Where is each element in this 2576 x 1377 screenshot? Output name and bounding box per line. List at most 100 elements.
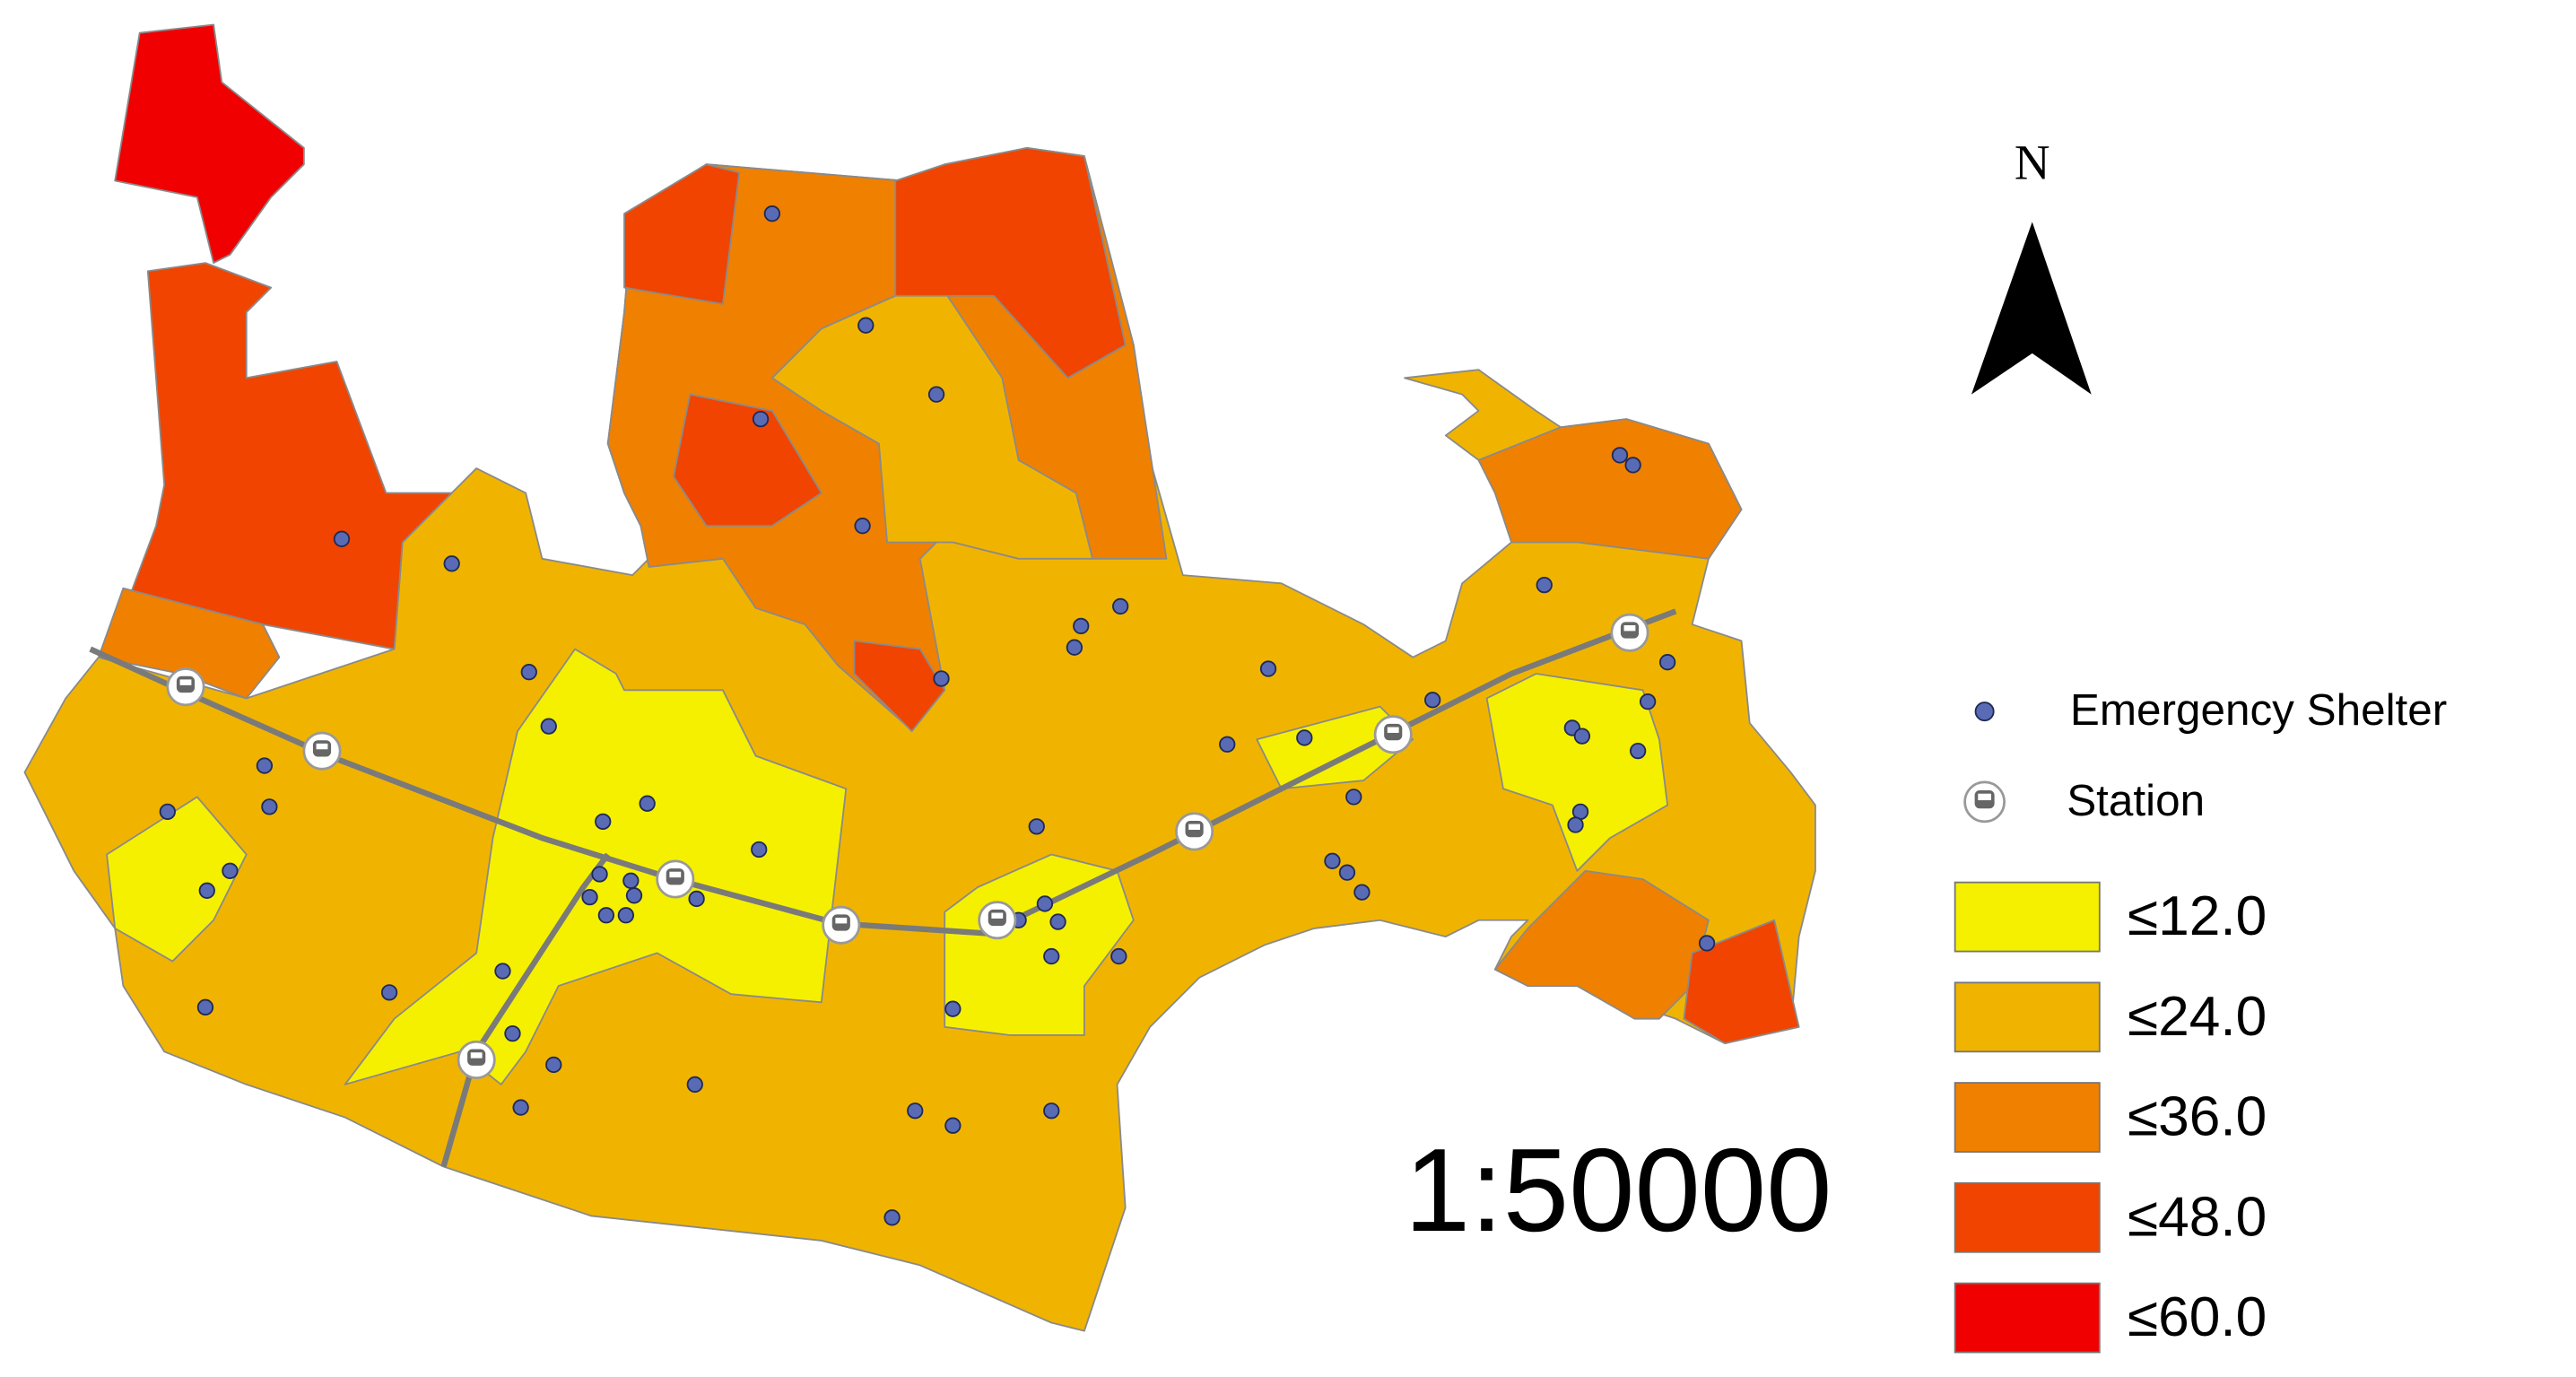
station-window [470, 1052, 483, 1059]
north-arrow [1971, 222, 2092, 395]
station-window [991, 912, 1004, 919]
district-zone [673, 393, 822, 527]
shelter-point [443, 555, 460, 572]
shelter-point [751, 841, 768, 858]
shelter-point [1036, 895, 1054, 912]
legend-swatch [1954, 881, 2101, 953]
station-point [1373, 715, 1413, 754]
shelter-point [1049, 913, 1066, 930]
station-point [656, 859, 695, 899]
station-point [978, 901, 1017, 940]
shelter-point [1611, 447, 1629, 464]
shelter-point [196, 998, 214, 1015]
shelter-point [944, 1000, 962, 1017]
shelter-point [222, 862, 239, 879]
class-legend: ≤12.0 ≤24.0 ≤36.0 ≤48.0 ≤60.0 [1954, 881, 2267, 1354]
shelter-point [540, 718, 557, 735]
district-zone [853, 640, 946, 733]
legend-shelter-symbol [1974, 702, 1995, 722]
shelter-point [1338, 864, 1356, 881]
shelter-point [1629, 742, 1647, 760]
shelter-point [520, 664, 537, 681]
shelter-point [380, 984, 398, 1001]
shelter-point [1698, 935, 1716, 952]
shelter-point [763, 205, 781, 222]
shelter-point [1073, 617, 1090, 635]
district-zone [1485, 673, 1669, 872]
shelter-point [907, 1102, 924, 1120]
shelter-point [591, 866, 608, 883]
legend-label: ≤24.0 [2128, 986, 2267, 1048]
shelter-point [597, 907, 615, 924]
shelter-point [545, 1056, 562, 1074]
legend-label: Emergency Shelter [2070, 685, 2447, 735]
shelter-point [1219, 736, 1236, 753]
shelter-point [622, 872, 640, 889]
shelter-point [639, 795, 656, 812]
district-zone [944, 853, 1135, 1036]
station-window [316, 743, 328, 750]
shelter-point [688, 890, 705, 908]
station-point [822, 905, 861, 945]
station-point [457, 1040, 496, 1079]
legend-station-symbol [1963, 780, 2006, 824]
shelter-point [1424, 692, 1441, 709]
legend-swatch [1954, 1082, 2101, 1153]
station-window [1387, 727, 1399, 733]
district-zone [130, 262, 453, 650]
shelter-point [944, 1117, 962, 1134]
shelter-point [686, 1076, 703, 1094]
scale-label: 1:50000 [1405, 1124, 1832, 1256]
station-point [1175, 812, 1214, 851]
shelter-point [1112, 597, 1129, 615]
legend-label: ≤36.0 [2128, 1086, 2267, 1148]
district-zone [623, 163, 741, 305]
shelter-point [1658, 654, 1676, 671]
shelter-point [1043, 1102, 1060, 1120]
shelter-point [504, 1024, 521, 1042]
station-point [1610, 613, 1649, 652]
legend-swatch [1954, 1282, 2101, 1354]
legend-swatch [1954, 981, 2101, 1053]
shelter-point [854, 518, 871, 535]
district-zone [1493, 869, 1710, 1020]
shelter-point [927, 386, 945, 403]
shelter-point [1624, 457, 1641, 474]
shelter-point [883, 1209, 901, 1226]
shelter-point [625, 887, 643, 904]
shelter-point [1259, 660, 1277, 677]
district-zone [1683, 919, 1800, 1045]
legend-label: Station [2067, 776, 2205, 825]
station-window [1623, 624, 1636, 632]
shelter-point [256, 757, 274, 774]
district-zone [1256, 705, 1414, 790]
shelter-point [1028, 818, 1045, 835]
legend-label: ≤48.0 [2128, 1186, 2267, 1248]
legend-swatch [1954, 1181, 2101, 1253]
station-window [835, 918, 848, 924]
station-window [1188, 824, 1201, 831]
station-point [302, 731, 342, 771]
legend-label: ≤12.0 [2128, 885, 2267, 947]
district-zone [114, 23, 305, 265]
station-window [179, 679, 192, 685]
shelter-point [595, 813, 612, 831]
shelter-point [581, 888, 598, 906]
shelter-point [1536, 576, 1553, 594]
station-window [669, 871, 682, 878]
shelter-point [1567, 816, 1584, 833]
north-label: N [2015, 135, 2050, 189]
stations [166, 613, 1649, 1079]
shelter-point [512, 1099, 529, 1116]
shelter-point [198, 882, 215, 899]
shelter-point [1639, 693, 1657, 710]
district-zone [1477, 418, 1743, 560]
shelter-point [159, 803, 176, 821]
shelter-point [1324, 852, 1341, 869]
shelter-point [1296, 729, 1313, 746]
shelter-point [752, 410, 770, 428]
shelter-point [617, 907, 635, 924]
district-zone [894, 146, 1127, 379]
shelter-point [1573, 728, 1591, 745]
